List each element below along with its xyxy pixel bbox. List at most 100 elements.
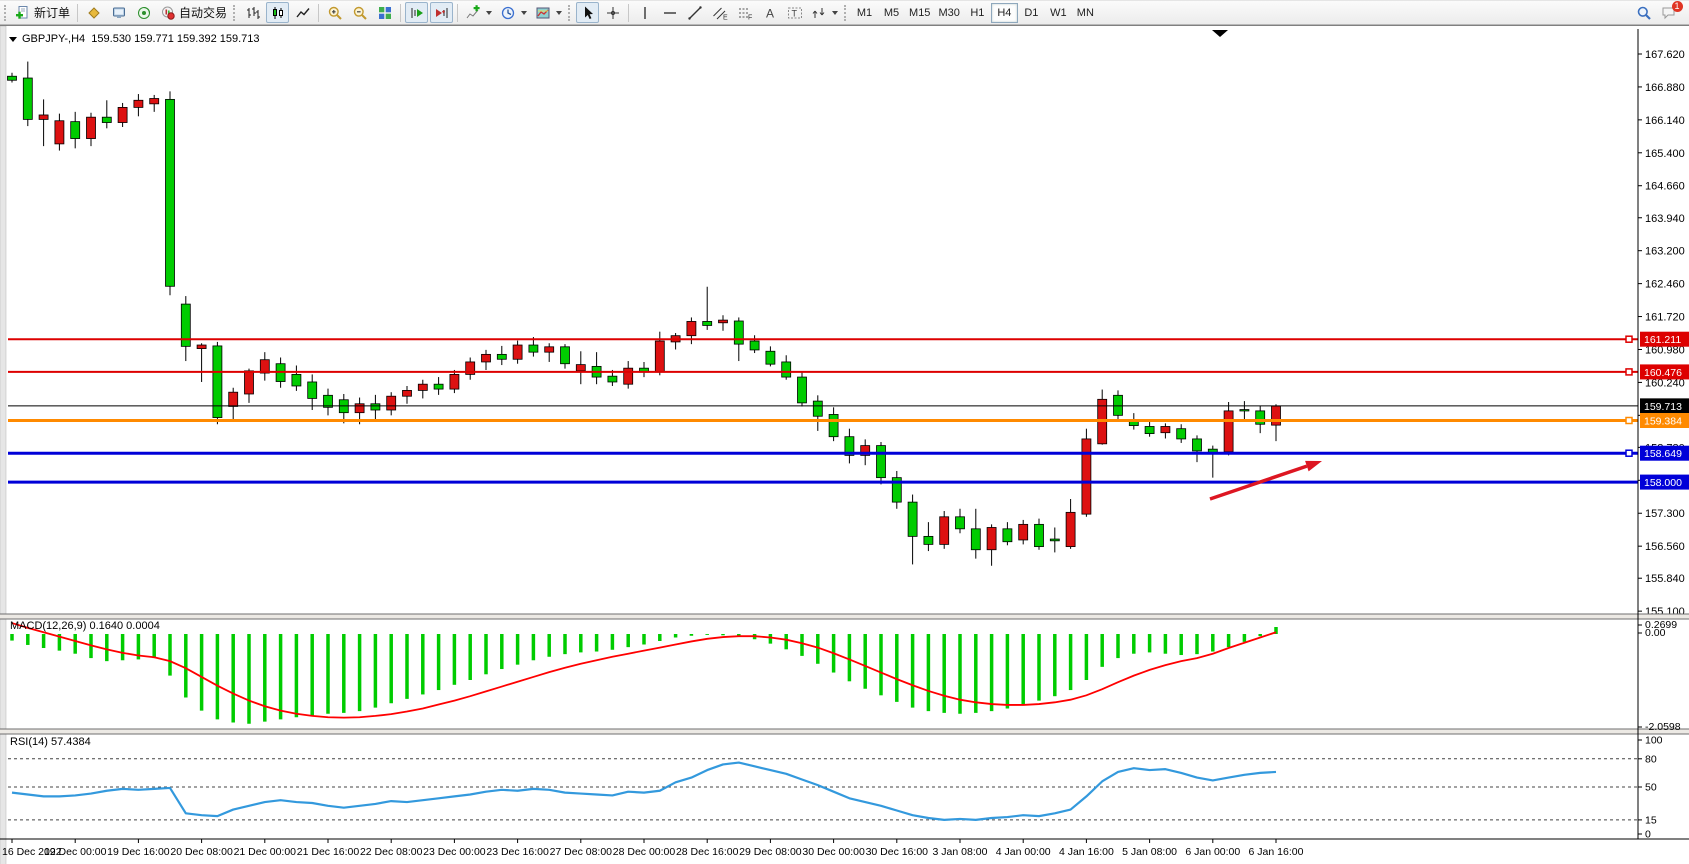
text-label-button[interactable]: T (783, 2, 806, 23)
toolbar-drag-handle[interactable] (4, 4, 9, 21)
cursor-button[interactable] (576, 2, 600, 23)
candle-body (891, 477, 902, 503)
resistance-price-badge (1640, 364, 1689, 380)
timeframe-h4-button[interactable]: H4 (990, 2, 1018, 23)
timeframe-m1-button[interactable]: M1 (856, 6, 873, 19)
date-axis-label: 27 Dec 08:00 (550, 846, 613, 858)
timeframe-m30-button[interactable]: M30 (938, 6, 960, 19)
price-axis-tick-label: 167.620 (1645, 49, 1685, 61)
window-left-edge (0, 26, 7, 864)
candle-body (560, 346, 570, 365)
new-order-icon (15, 5, 31, 21)
data-window-button[interactable] (107, 2, 130, 23)
candle-body (1176, 428, 1187, 440)
candle-body (986, 527, 997, 551)
zoom-out-button[interactable] (348, 2, 371, 23)
svg-text:F: F (748, 14, 752, 21)
date-axis-label: 23 Dec 16:00 (486, 846, 549, 858)
pivot-price-badge (1640, 413, 1689, 429)
dropdown-caret-icon[interactable] (521, 10, 528, 15)
trendline-icon (687, 5, 703, 21)
line-handle[interactable] (1625, 449, 1633, 457)
arrows-button[interactable] (808, 2, 841, 23)
candle-body (149, 98, 160, 105)
text-button[interactable]: A (758, 2, 781, 23)
current-price-price-badge-label: 159.713 (1644, 401, 1682, 413)
candle-body (1255, 410, 1266, 425)
signals-button[interactable] (132, 2, 155, 23)
panel-splitter[interactable] (0, 614, 1689, 619)
autotrading-button[interactable]: 自动交易 (157, 2, 230, 23)
candles-chart-button[interactable] (266, 2, 290, 23)
chart-shift-icon (434, 5, 450, 21)
text-label-icon: T (787, 5, 803, 21)
candle-body (512, 344, 523, 360)
arrow-annotation[interactable] (1209, 464, 1308, 501)
chart-shift-button[interactable] (430, 2, 454, 23)
price-axis-tick-label: 161.720 (1645, 312, 1685, 324)
candle-body (1160, 426, 1171, 434)
candle-body (939, 516, 950, 545)
chart-shift-marker-icon[interactable] (1212, 30, 1228, 37)
vertical-line-button[interactable] (633, 2, 656, 23)
trendline-button[interactable] (683, 2, 706, 23)
zoom-in-button[interactable] (323, 2, 346, 23)
candle-body (1081, 438, 1092, 515)
candle-body (481, 353, 491, 363)
toolbar-drag-handle[interactable] (233, 4, 238, 21)
toolbar-drag-handle[interactable] (568, 4, 573, 21)
dropdown-caret-icon[interactable] (486, 10, 493, 15)
line-handle[interactable] (1625, 416, 1633, 425)
timeframe-mn-button[interactable]: MN (1076, 6, 1094, 19)
timeframe-d1-button[interactable]: D1 (1024, 6, 1039, 19)
svg-text:E: E (723, 14, 728, 21)
new-order-button-label: 新订单 (34, 6, 71, 20)
line-chart-button[interactable] (291, 2, 314, 23)
support-price-badge-label: 158.000 (1644, 477, 1682, 489)
new-order-button[interactable]: 新订单 (12, 2, 73, 23)
timeframe-m5-button[interactable]: M5 (883, 6, 900, 19)
arrow-annotation-head[interactable] (1305, 460, 1322, 472)
auto-scroll-button[interactable] (405, 2, 429, 23)
candle-body (38, 114, 49, 120)
toolbar-separator (400, 3, 402, 22)
candle-body (654, 340, 665, 373)
fibonacci-button[interactable]: F (733, 2, 756, 23)
price-axis-tick-label: 165.400 (1645, 148, 1685, 160)
notifications-button[interactable]: 1 (1657, 1, 1683, 23)
dropdown-caret-icon[interactable] (832, 10, 839, 15)
bars-chart-button[interactable] (241, 2, 264, 23)
templates-button[interactable] (532, 2, 565, 23)
equidistant-channel-button[interactable]: E (708, 2, 731, 23)
date-axis-label: 20 Dec 08:00 (170, 846, 233, 858)
toolbar-separator (318, 3, 320, 22)
candle-body (718, 319, 728, 324)
date-axis-label: 29 Dec 08:00 (739, 846, 802, 858)
search-button[interactable] (1632, 2, 1655, 23)
market-watch-button[interactable] (82, 2, 105, 23)
dropdown-caret-icon[interactable] (556, 10, 563, 15)
chart-title-caret-icon[interactable] (9, 37, 17, 42)
candle-body (876, 445, 886, 479)
indicators-button[interactable] (462, 2, 495, 23)
timeframe-m15-button[interactable]: M15 (909, 6, 931, 19)
tile-windows-button[interactable] (373, 2, 396, 23)
rsi-axis-label: 15 (1645, 814, 1657, 826)
line-handle[interactable] (1625, 335, 1633, 343)
date-axis-label: 19 Dec 00:00 (44, 846, 107, 858)
chart-window: 167.620 166.880 166.140 165.400 164.660 163.9… (0, 25, 1689, 864)
timeframe-h1-button[interactable]: H1 (970, 6, 985, 19)
candle-body (212, 345, 223, 418)
horizontal-line-button[interactable] (658, 2, 681, 23)
candle-body (749, 340, 760, 351)
panel-splitter[interactable] (0, 729, 1689, 734)
candle-body (54, 120, 65, 145)
candle-body (307, 381, 318, 399)
timeframe-w1-button[interactable]: W1 (1050, 6, 1067, 19)
line-handle[interactable] (1625, 368, 1633, 376)
candle-body (828, 414, 839, 438)
toolbar-drag-handle[interactable] (844, 4, 849, 21)
periods-button[interactable] (497, 2, 530, 23)
candle-body (1018, 523, 1029, 541)
crosshair-button[interactable] (601, 2, 624, 23)
